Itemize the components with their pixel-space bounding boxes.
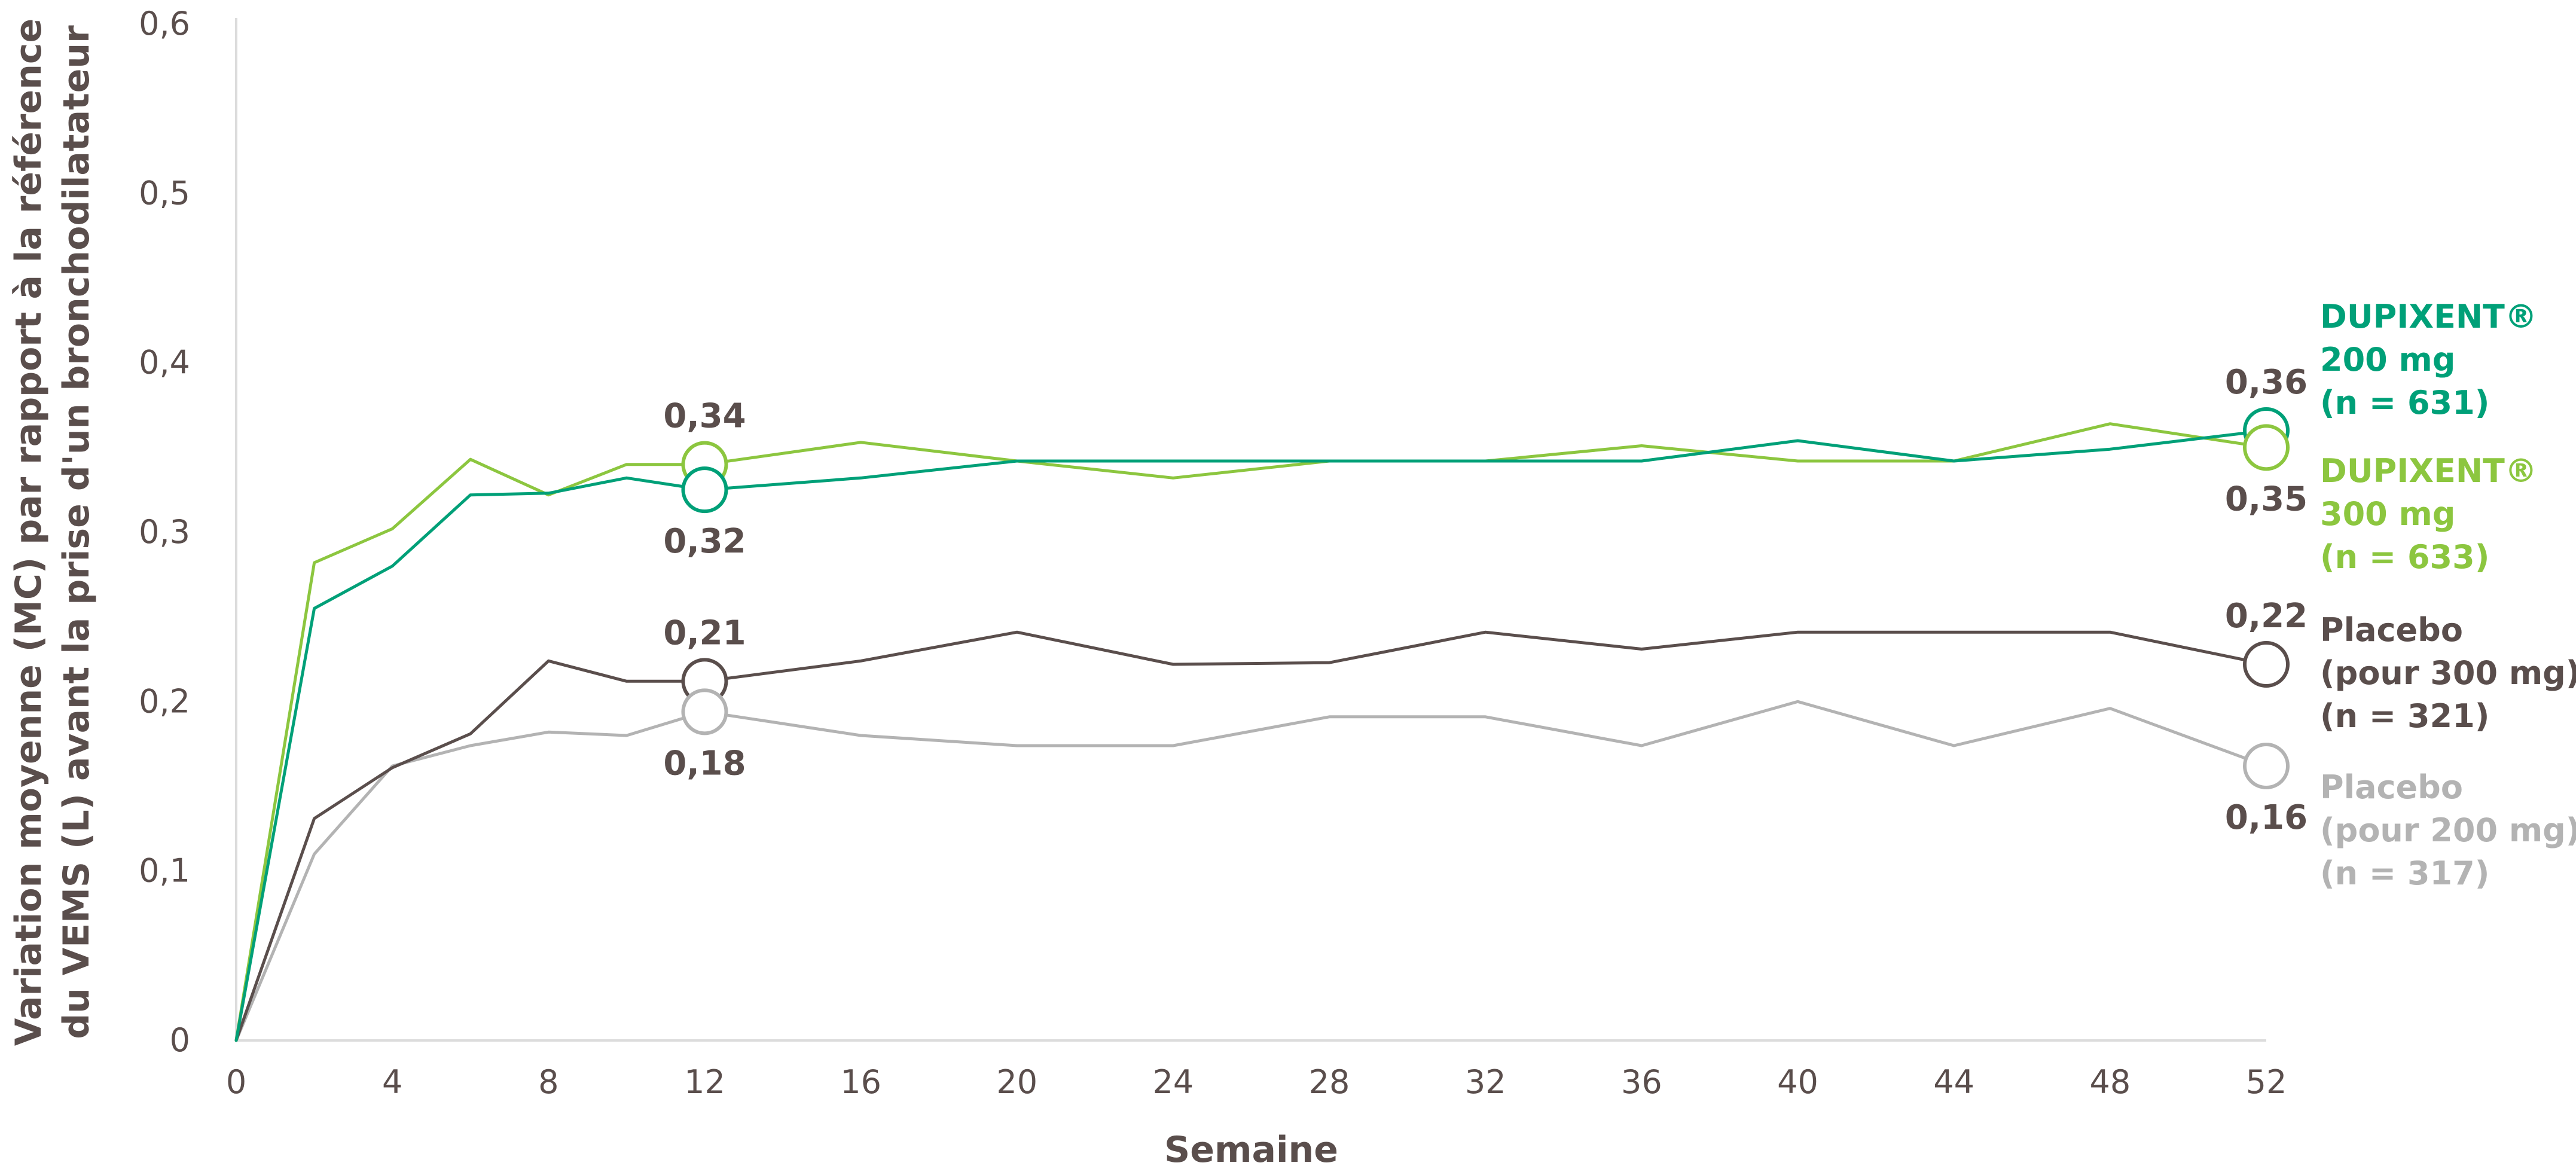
data-label-placebo200-week-12: 0,18 [663,744,746,783]
y-axis-title-line-2: du VEMS (L) avant la prise d'un bronchod… [56,25,97,1039]
x-tick-label: 20 [996,1063,1037,1101]
x-tick-label: 0 [226,1063,246,1101]
series-line-placebo300 [234,630,2268,1042]
marker-dupixent200-week-12 [681,466,728,514]
data-label-placebo300-week-12: 0,21 [663,614,746,652]
series-lines [234,422,2268,1042]
x-tick-label: 44 [1933,1063,1974,1101]
y-axis-title: Variation moyenne (MC) par rapport à la … [8,19,97,1046]
y-tick-labels: 0 0,1 0,2 0,3 0,4 0,5 0,6 [139,5,190,1059]
marker-placebo200-week-52 [2243,743,2290,789]
y-tick-label: 0 [170,1021,190,1059]
legend-placebo300-line-1: Placebo [2320,611,2463,649]
y-tick-label: 0,4 [139,344,190,381]
x-tick-label: 12 [684,1063,725,1101]
marker-placebo300-week-52 [2243,641,2290,688]
x-tick-label: 24 [1153,1063,1194,1101]
legend-dupixent300-line-1: DUPIXENT® [2320,452,2537,490]
x-axis-title: Semaine [1164,1129,1338,1170]
series-line-dupixent200 [234,429,2268,1042]
legend: DUPIXENT® 200 mg (n = 631) DUPIXENT® 300 mg (… [2320,298,2576,892]
y-tick-label: 0,1 [139,852,190,890]
y-tick-label: 0,2 [139,682,190,720]
y-axis-title-line-1: Variation moyenne (MC) par rapport à la … [8,19,50,1046]
legend-dupixent300-line-3: (n = 633) [2320,538,2489,576]
x-tick-label: 32 [1465,1063,1506,1101]
legend-dupixent200-line-3: (n = 631) [2320,384,2489,422]
x-tick-label: 8 [538,1063,558,1101]
legend-dupixent300-line-2: 300 mg [2320,495,2455,533]
series-line-placebo200 [234,700,2268,1042]
data-label-placebo300-week-52: 0,22 [2225,597,2308,636]
y-tick-label: 0,5 [139,174,190,212]
x-tick-label: 52 [2246,1063,2287,1101]
x-tick-label: 28 [1309,1063,1350,1101]
y-tick-label: 0,6 [139,5,190,42]
legend-placebo300-line-2: (pour 300 mg) [2320,654,2576,692]
x-tick-label: 48 [2089,1063,2131,1101]
x-tick-label: 36 [1621,1063,1662,1101]
data-label-dupixent300-week-12: 0,34 [663,397,746,436]
y-tick-label: 0,3 [139,513,190,551]
x-tick-labels: 0 4 8 12 16 20 24 28 32 36 40 44 48 52 [226,1063,2287,1101]
data-label-dupixent200-week-52: 0,36 [2225,363,2308,402]
legend-dupixent200-line-1: DUPIXENT® [2320,298,2537,335]
legend-placebo200-line-2: (pour 200 mg) [2320,811,2576,849]
axes [235,18,2266,1042]
legend-placebo300-line-3: (n = 321) [2320,697,2489,735]
data-label-dupixent300-week-52: 0,35 [2225,480,2308,518]
marker-placebo200-week-12 [681,688,728,735]
series-markers [681,407,2290,789]
x-tick-label: 4 [382,1063,402,1101]
legend-dupixent200-line-2: 200 mg [2320,341,2455,379]
x-tick-label: 40 [1777,1063,1818,1101]
x-tick-label: 16 [840,1063,881,1101]
legend-placebo200-line-3: (n = 317) [2320,854,2489,892]
data-label-placebo200-week-52: 0,16 [2225,798,2308,837]
legend-placebo200-line-1: Placebo [2320,768,2463,806]
data-labels: 0,34 0,32 0,21 0,18 0,36 0,35 0,22 0,16 [663,363,2308,837]
data-label-dupixent200-week-12: 0,32 [663,522,746,561]
marker-dupixent300-week-52 [2243,424,2290,471]
